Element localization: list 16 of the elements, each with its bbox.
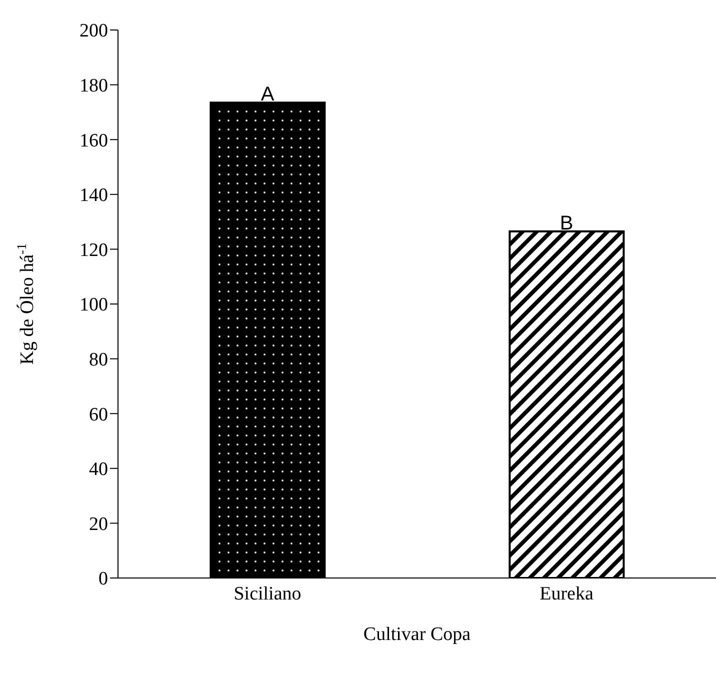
y-tick-label: 120 bbox=[80, 240, 108, 261]
annotation: B bbox=[560, 212, 574, 234]
y-tick-label: 60 bbox=[89, 404, 108, 426]
y-tick-label: 140 bbox=[80, 185, 108, 206]
x-tick-label: Eureka bbox=[540, 583, 594, 604]
y-tick-label: 100 bbox=[80, 294, 108, 316]
y-tick-label: 160 bbox=[80, 130, 108, 152]
x-axis-title: Cultivar Copa bbox=[363, 624, 472, 645]
annotation: A bbox=[260, 84, 275, 106]
y-tick-label: 20 bbox=[89, 514, 108, 535]
y-tick-label: 40 bbox=[89, 459, 108, 480]
y-tick-label: 180 bbox=[80, 76, 108, 97]
y-tick-label: 200 bbox=[80, 20, 108, 42]
x-tick-label: Siciliano bbox=[234, 583, 302, 604]
y-tick-label: 80 bbox=[89, 350, 108, 371]
y-tick-label: 0 bbox=[98, 568, 108, 590]
